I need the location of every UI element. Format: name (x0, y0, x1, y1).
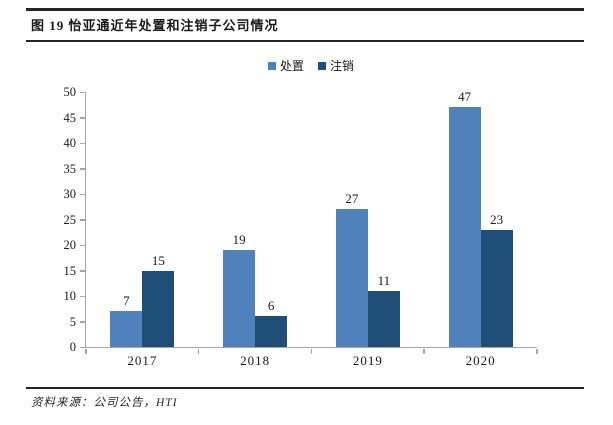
y-axis-tick (80, 244, 85, 246)
source-note: 资料来源：公司公告，HTI (31, 397, 178, 409)
y-axis-tick-label: 15 (63, 263, 77, 278)
bar-注销-2019: 11 (367, 273, 400, 347)
bar-处置-2020: 47 (448, 89, 481, 347)
y-axis-tick (80, 142, 85, 144)
bar-group-2017: 7 15 (86, 92, 199, 347)
title-divider-rule (26, 40, 584, 42)
bar-处置-2018: 19 (223, 232, 256, 347)
y-axis-tick (80, 270, 85, 272)
bar-value-label: 27 (345, 191, 359, 207)
bar-注销-2017: 15 (142, 253, 175, 347)
x-axis-category-label: 2017 (127, 353, 158, 368)
y-axis-tick-label: 0 (69, 340, 76, 354)
x-axis-tick (310, 349, 312, 354)
bar-group-2020: 47 23 (424, 89, 537, 347)
legend-label-deregister: 注销 (330, 59, 355, 73)
x-axis-category-label: 2019 (352, 353, 383, 368)
bar-value-label: 7 (123, 293, 130, 309)
bar-value-label: 47 (458, 89, 472, 105)
bar-处置-2019: 27 (335, 191, 368, 347)
legend-item-deregister: 注销 (318, 57, 354, 74)
bar-value-label: 6 (267, 298, 275, 314)
y-axis-tick (80, 91, 85, 93)
bar-注销-2020: 23 (480, 212, 513, 347)
y-axis-tick-label: 45 (63, 110, 77, 125)
bar-value-label: 11 (377, 272, 391, 288)
y-axis-tick-label: 40 (63, 136, 77, 150)
bar-value-label: 15 (151, 252, 165, 268)
legend-item-dispose: 处置 (267, 57, 304, 74)
x-axis-tick (85, 349, 87, 354)
footer-rule (26, 387, 584, 389)
bar-group-2019: 27 11 (312, 92, 425, 347)
y-axis-tick-label: 5 (69, 314, 76, 329)
x-axis-tick (197, 349, 200, 354)
bar-value-label: 23 (490, 211, 504, 227)
y-axis-tick (80, 193, 85, 195)
bar-处置-2017: 7 (110, 293, 143, 347)
y-axis-tick (80, 321, 85, 323)
y-axis-tick-label: 25 (63, 212, 77, 227)
chart-legend: 处置 注销 (85, 57, 537, 74)
bar-group-2018: 19 6 (199, 92, 312, 347)
y-axis-tick-label: 50 (63, 85, 77, 99)
y-axis-tick-label: 30 (63, 187, 77, 201)
bar-注销-2018: 6 (255, 298, 288, 347)
x-axis-category-label: 2018 (240, 353, 271, 368)
bar-value-label: 19 (232, 232, 246, 248)
y-axis-tick-label: 10 (63, 289, 77, 303)
figure-title: 图 19 怡亚通近年处置和注销子公司情况 (31, 18, 279, 33)
legend-swatch-dispose-icon (267, 61, 276, 70)
y-axis-tick-label: 35 (63, 161, 77, 176)
plot-area: 0 5 10 15 20 25 30 35 40 45 50 2017 7 15 2018 19 6 2019 27… (64, 85, 538, 368)
y-axis-tick-label: 20 (63, 238, 77, 252)
y-axis-tick (80, 219, 85, 221)
x-axis-tick (423, 349, 425, 354)
y-axis-tick (80, 295, 85, 297)
legend-swatch-deregister-icon (318, 61, 326, 70)
top-rule (26, 8, 584, 11)
y-axis-tick (80, 168, 85, 170)
x-axis-tick (536, 349, 538, 354)
y-axis-tick (80, 346, 85, 348)
legend-label-dispose: 处置 (279, 59, 304, 73)
y-axis-tick (80, 117, 85, 119)
x-axis-category-label: 2020 (465, 353, 496, 368)
